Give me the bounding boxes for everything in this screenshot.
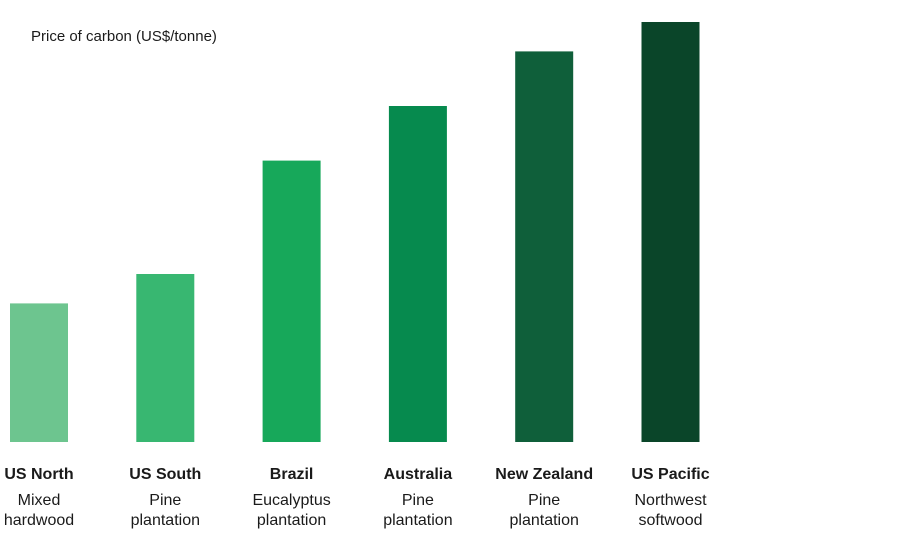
category-sublabel: Eucalyptus bbox=[252, 492, 330, 509]
category-sublabel: plantation bbox=[383, 512, 452, 529]
category-sublabel: Pine bbox=[149, 492, 181, 509]
category-labels-group: US North Mixed hardwood US South Pine plantat… bbox=[4, 466, 710, 529]
category-sublabel: plantation bbox=[131, 512, 200, 529]
bar-us-north bbox=[10, 303, 68, 442]
category-label: New Zealand bbox=[495, 466, 593, 483]
bar-brazil bbox=[262, 160, 321, 442]
category-sublabel: softwood bbox=[638, 512, 702, 529]
category-sublabel: plantation bbox=[510, 512, 579, 529]
category-sublabel: hardwood bbox=[4, 512, 74, 529]
category-label: Australia bbox=[384, 466, 453, 483]
category-label: US Pacific bbox=[631, 466, 709, 483]
bar-new-zealand bbox=[515, 51, 574, 443]
bar-us-pacific bbox=[641, 22, 700, 442]
bar-us-south bbox=[136, 274, 195, 442]
category-sublabel: Mixed bbox=[18, 492, 61, 509]
bars-group bbox=[10, 22, 700, 443]
category-sublabel: plantation bbox=[257, 512, 326, 529]
category-sublabel: Pine bbox=[402, 492, 434, 509]
category-sublabel: Pine bbox=[528, 492, 560, 509]
category-label: US South bbox=[129, 466, 201, 483]
category-label: US North bbox=[4, 466, 73, 483]
category-label: Brazil bbox=[270, 466, 314, 483]
bar-australia bbox=[388, 106, 447, 442]
category-sublabel: Northwest bbox=[634, 492, 707, 509]
y-axis-label: Price of carbon (US$/tonne) bbox=[31, 28, 217, 45]
